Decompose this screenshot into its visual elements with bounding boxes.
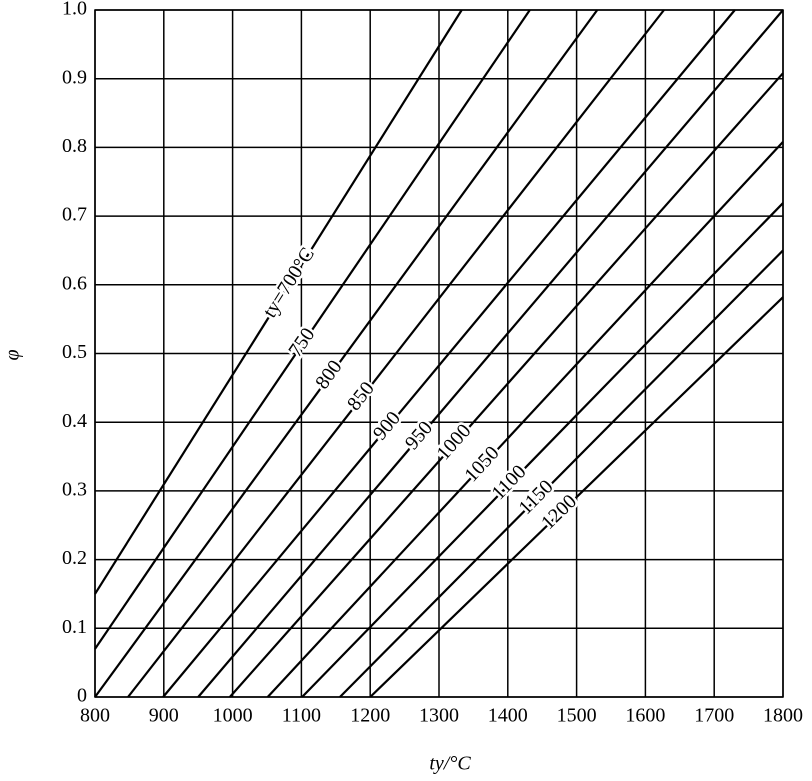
y-tick-label: 0.9 <box>62 66 87 88</box>
y-tick-label: 0.4 <box>62 410 87 432</box>
y-tick-label: 0.2 <box>62 547 87 569</box>
x-tick-label: 1300 <box>419 705 459 727</box>
y-tick-label: 0.8 <box>62 135 87 157</box>
y-tick-label: 0 <box>77 685 87 707</box>
x-tick-label: 1000 <box>213 705 253 727</box>
plot-frame <box>94 9 784 698</box>
y-axis-label: φ <box>2 349 24 360</box>
line <box>197 9 784 698</box>
x-tick-label: 900 <box>149 705 179 727</box>
line <box>229 72 784 698</box>
line <box>266 141 784 698</box>
line <box>162 9 736 698</box>
x-tick-label: 1200 <box>350 705 390 727</box>
x-tick-label: 1600 <box>625 705 665 727</box>
x-tick-label: 1700 <box>694 705 734 727</box>
line <box>339 249 784 698</box>
x-tick-label: 1400 <box>488 705 528 727</box>
line <box>94 9 531 650</box>
line-label: ty=700°C <box>259 244 319 322</box>
line <box>301 202 784 698</box>
y-tick-label: 0.1 <box>62 616 87 638</box>
line <box>94 9 599 698</box>
line <box>369 296 784 698</box>
line-label: 750 <box>284 324 319 361</box>
x-tick-label: 1100 <box>282 705 321 727</box>
line <box>127 9 665 698</box>
y-tick-label: 0.7 <box>62 204 87 226</box>
x-tick-label: 1500 <box>557 705 597 727</box>
x-axis-label: ty/°C <box>429 753 471 775</box>
x-tick-label: 800 <box>80 705 110 727</box>
y-tick-label: 1.0 <box>62 0 87 20</box>
line <box>94 9 463 595</box>
y-tick-label: 0.5 <box>62 341 87 363</box>
y-tick-label: 0.3 <box>62 478 87 500</box>
y-tick-label: 0.6 <box>62 272 87 294</box>
x-tick-label: 1800 <box>763 705 803 727</box>
